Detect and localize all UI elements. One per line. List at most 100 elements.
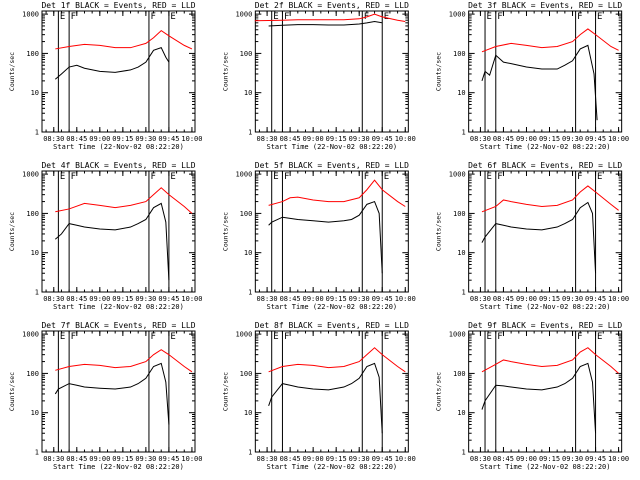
panel-title: Det 5f BLACK = Events, RED = LLD	[255, 161, 409, 170]
series-line-events	[481, 362, 597, 434]
x-tick-label: 09:15	[112, 455, 133, 463]
panel-title: Det 9f BLACK = Events, RED = LLD	[468, 321, 622, 330]
y-tick-label: 1	[248, 449, 252, 457]
x-tick-label: 09:30	[562, 295, 583, 303]
panel-title: Det 8f BLACK = Events, RED = LLD	[255, 321, 409, 330]
y-tick-label: 1000	[22, 171, 39, 179]
y-tick-label: 1000	[235, 331, 252, 339]
x-axis-label: Start Time (22-Nov-02 08:22:20)	[267, 303, 398, 311]
y-tick-label: 100	[240, 50, 253, 58]
plot-frame	[41, 170, 196, 293]
y-tick-label: 10	[31, 249, 39, 257]
region-label: E	[273, 12, 278, 22]
x-tick-label: 08:30	[257, 135, 278, 143]
x-tick-label: 08:45	[280, 135, 301, 143]
region-label: F	[577, 12, 582, 22]
y-tick-label: 1	[35, 449, 39, 457]
x-tick-label: 08:30	[43, 455, 64, 463]
y-tick-label: 1	[248, 289, 252, 297]
y-axis-label: Counts/sec	[435, 372, 443, 411]
y-tick-label: 10	[457, 89, 465, 97]
region-label: F	[71, 12, 76, 22]
region-label: E	[170, 12, 175, 22]
x-tick-label: 09:15	[326, 455, 347, 463]
region-label: E	[597, 12, 602, 22]
y-tick-label: 100	[240, 210, 253, 218]
y-tick-label: 1	[35, 129, 39, 137]
detector-panel-8: Det 8f BLACK = Events, RED = LLD 1 10 100 10…	[221, 321, 415, 471]
x-axis-label: Start Time (22-Nov-02 08:22:20)	[480, 143, 611, 151]
series-line-lld	[55, 29, 193, 50]
x-tick-label: 10:00	[395, 455, 416, 463]
y-axis-label: Counts/sec	[221, 212, 229, 251]
x-tick-label: 09:30	[349, 455, 370, 463]
region-label: E	[170, 172, 175, 182]
detector-panel-4: Det 4f BLACK = Events, RED = LLD 1 10 100 10…	[8, 161, 202, 311]
x-axis-label: Start Time (22-Nov-02 08:22:20)	[267, 143, 398, 151]
x-tick-label: 08:30	[257, 455, 278, 463]
plot-frame	[254, 170, 409, 293]
region-label: E	[384, 332, 389, 342]
region-label: F	[577, 172, 582, 182]
y-tick-label: 1	[35, 289, 39, 297]
x-tick-label: 08:45	[280, 295, 301, 303]
series-line-events	[54, 202, 170, 281]
region-label: E	[384, 172, 389, 182]
y-tick-label: 1000	[235, 171, 252, 179]
region-label: E	[60, 12, 65, 22]
region-label: F	[497, 332, 502, 342]
region-label: F	[497, 172, 502, 182]
x-tick-label: 09:45	[372, 295, 393, 303]
series-line-events	[54, 362, 170, 425]
x-tick-label: 08:30	[257, 295, 278, 303]
series-line-lld	[55, 349, 193, 373]
region-label: F	[497, 12, 502, 22]
y-tick-label: 100	[26, 210, 39, 218]
x-tick-label: 09:00	[303, 455, 324, 463]
y-tick-label: 100	[453, 210, 466, 218]
y-tick-label: 1000	[235, 11, 252, 19]
y-axis-label: Counts/sec	[221, 52, 229, 91]
plot-frame	[468, 330, 623, 453]
x-tick-label: 09:30	[135, 455, 156, 463]
x-tick-label: 09:30	[349, 295, 370, 303]
region-label: F	[284, 12, 289, 22]
x-tick-label: 10:00	[608, 455, 629, 463]
y-tick-label: 1000	[22, 11, 39, 19]
x-axis-label: Start Time (22-Nov-02 08:22:20)	[53, 143, 184, 151]
detector-panel-5: Det 5f BLACK = Events, RED = LLD 1 10 100 10…	[221, 161, 415, 311]
x-tick-label: 09:30	[349, 135, 370, 143]
region-label: E	[60, 172, 65, 182]
x-tick-label: 09:00	[89, 455, 110, 463]
y-tick-label: 10	[457, 409, 465, 417]
x-tick-label: 09:15	[112, 295, 133, 303]
region-label: F	[71, 332, 76, 342]
series-line-lld	[254, 13, 406, 22]
x-tick-label: 09:15	[326, 135, 347, 143]
y-tick-label: 1	[461, 129, 465, 137]
detector-panel-3: Det 3f BLACK = Events, RED = LLD 1 10 100 10…	[435, 1, 629, 151]
y-axis-label: Counts/sec	[435, 212, 443, 251]
y-tick-label: 10	[457, 249, 465, 257]
x-tick-label: 09:00	[303, 135, 324, 143]
y-tick-label: 1	[461, 289, 465, 297]
x-tick-label: 10:00	[608, 295, 629, 303]
x-tick-label: 09:30	[135, 295, 156, 303]
y-tick-label: 1000	[449, 171, 466, 179]
series-line-events	[481, 201, 597, 274]
region-label: F	[284, 332, 289, 342]
x-tick-label: 10:00	[395, 295, 416, 303]
series-line-lld	[55, 187, 193, 214]
y-tick-label: 1000	[449, 11, 466, 19]
x-axis-label: Start Time (22-Nov-02 08:22:20)	[480, 303, 611, 311]
x-tick-label: 09:15	[112, 135, 133, 143]
series-line-events	[268, 200, 383, 274]
plot-frame	[468, 10, 623, 133]
detector-panel-2: Det 2f BLACK = Events, RED = LLD 1 10 100 10…	[221, 1, 415, 151]
region-label: E	[384, 12, 389, 22]
y-tick-label: 100	[453, 370, 466, 378]
region-label: F	[364, 332, 369, 342]
y-tick-label: 100	[453, 50, 466, 58]
y-tick-label: 10	[244, 409, 252, 417]
panel-title: Det 6f BLACK = Events, RED = LLD	[468, 161, 622, 170]
